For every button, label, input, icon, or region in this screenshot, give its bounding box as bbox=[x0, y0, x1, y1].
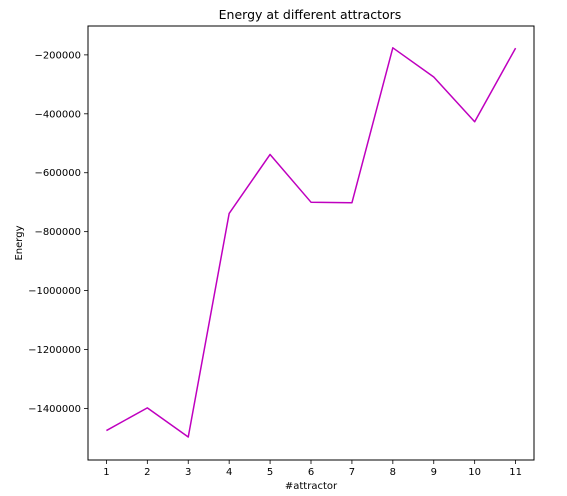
x-tick-label: 10 bbox=[468, 467, 481, 478]
y-tick-label: −1000000 bbox=[28, 286, 81, 297]
x-tick-label: 7 bbox=[349, 467, 355, 478]
x-tick-label: 2 bbox=[144, 467, 150, 478]
x-axis: 1 2 3 4 5 6 7 8 9 10 11 bbox=[103, 460, 522, 478]
x-tick-label: 5 bbox=[267, 467, 273, 478]
y-axis: −1400000 −1200000 −1000000 −800000 −600000 −4… bbox=[28, 50, 88, 415]
x-tick-label: 8 bbox=[390, 467, 396, 478]
x-tick-label: 1 bbox=[103, 467, 109, 478]
y-axis-label: Energy bbox=[14, 225, 25, 260]
x-tick-label: 9 bbox=[431, 467, 437, 478]
plot-frame bbox=[87, 25, 535, 461]
chart-title: Energy at different attractors bbox=[219, 7, 402, 22]
series-layer bbox=[106, 47, 517, 438]
y-tick-label: −200000 bbox=[34, 50, 81, 61]
y-tick-label: −1400000 bbox=[28, 404, 81, 415]
x-tick-label: 11 bbox=[509, 467, 522, 478]
x-tick-label: 3 bbox=[185, 467, 191, 478]
x-axis-label: #attractor bbox=[285, 481, 338, 492]
x-tick-label: 6 bbox=[308, 467, 314, 478]
x-tick-label: 4 bbox=[226, 467, 232, 478]
y-tick-label: −800000 bbox=[34, 227, 81, 238]
y-tick-label: −1200000 bbox=[28, 345, 81, 356]
y-tick-label: −600000 bbox=[34, 168, 81, 179]
y-tick-label: −400000 bbox=[34, 109, 81, 120]
